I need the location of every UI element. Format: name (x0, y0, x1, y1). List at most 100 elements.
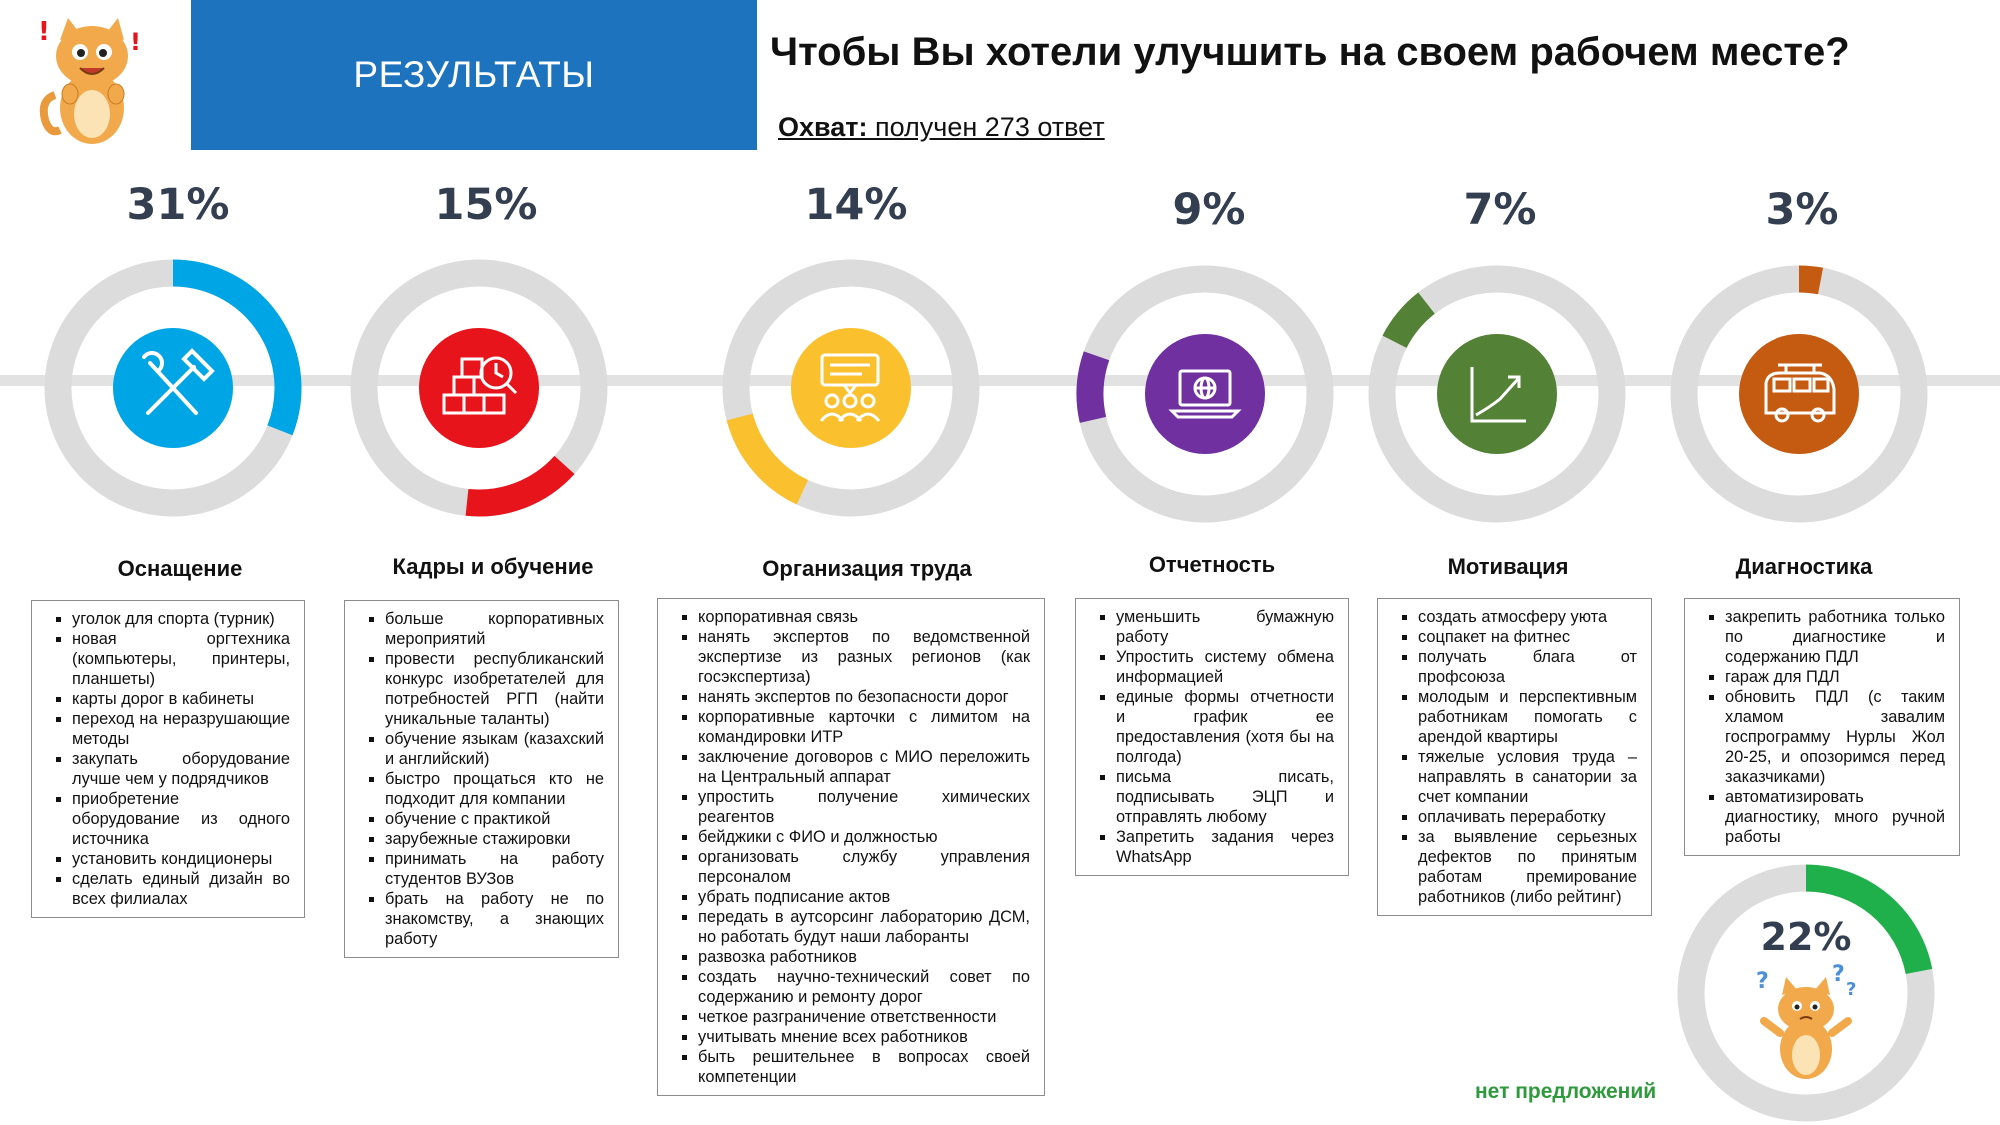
list-item: приобретение оборудование из одного исто… (72, 789, 290, 849)
suggestion-list: уменьшить бумажную работуУпростить систе… (1088, 607, 1334, 867)
list-item: автоматизировать диагностику, много ручн… (1725, 787, 1945, 847)
connector-line (0, 375, 2000, 386)
suggestion-list: создать атмосферу уютасоцпакет на фитнес… (1390, 607, 1637, 907)
list-item: развозка работников (698, 947, 1030, 967)
list-item: тяжелые условия труда – направлять в сан… (1418, 747, 1637, 807)
list-item: упростить получение химических реагентов (698, 787, 1030, 827)
category-title-organizatsiya: Организация труда (762, 556, 972, 581)
team-presentation-icon (819, 353, 881, 422)
list-item: обучение с практикой (385, 809, 604, 829)
list-item: больше корпоративных мероприятий (385, 609, 604, 649)
list-item: обновить ПДЛ (с таким хламом завалим гос… (1725, 687, 1945, 787)
category-title-osnashchenie: Оснащение (117, 556, 243, 581)
list-item: Упростить систему обмена информацией (1116, 647, 1334, 687)
ring-track (722, 259, 980, 517)
list-item: единые формы отчетности и график ее пред… (1116, 687, 1334, 767)
list-item: брать на работу не по знакомству, а знаю… (385, 889, 604, 949)
suggestion-list: корпоративная связьнанять экспертов по в… (670, 607, 1030, 1087)
coverage-text: получен 273 ответ (867, 112, 1105, 142)
list-item: провести республиканский конкурс изобрет… (385, 649, 604, 729)
svg-text:?: ? (1846, 979, 1856, 1000)
list-item: нанять экспертов по безопасности дорог (698, 687, 1030, 707)
hammer-wrench-icon (142, 348, 215, 415)
list-item: корпоративные карточки с лимитом на кома… (698, 707, 1030, 747)
svg-text:!: ! (130, 28, 141, 56)
list-item: передать в аутсорсинг лабораторию ДСМ, н… (698, 907, 1030, 947)
ring-arc-kadry (465, 455, 575, 517)
list-item: принимать на работу студентов ВУЗов (385, 849, 604, 889)
ring-arc-osnashchenie (172, 259, 302, 436)
percent-diagnostika: 3% (1765, 185, 1839, 235)
donut-diagnostika (1670, 265, 1928, 523)
ring-arc-diagnostika (1798, 265, 1824, 295)
laptop-globe-icon (1168, 369, 1242, 419)
svg-text:?: ? (1756, 969, 1769, 994)
results-banner: РЕЗУЛЬТАТЫ (191, 0, 757, 150)
icon-circle-diagnostika (1739, 334, 1859, 454)
list-item: заключение договоров с МИО переложить на… (698, 747, 1030, 787)
list-box-motivatsiya: создать атмосферу уютасоцпакет на фитнес… (1377, 598, 1652, 916)
list-item: Запретить задания через WhatsApp (1116, 827, 1334, 867)
ring-arc-no-suggestions (1805, 864, 1933, 975)
list-item: закупать оборудование лучше чем у подряд… (72, 749, 290, 789)
svg-text:?: ? (1832, 962, 1845, 987)
donut-kadry (350, 259, 608, 517)
icon-circle-otchetnost (1145, 334, 1265, 454)
percent-organizatsiya: 14% (804, 180, 908, 230)
ring-arc-organizatsiya (726, 413, 809, 505)
icon-circle-motivatsiya (1437, 334, 1557, 454)
percent-no-suggestions: 22% (1760, 915, 1852, 959)
list-item: создать атмосферу уюта (1418, 607, 1637, 627)
percent-kadry: 15% (434, 180, 538, 230)
donut-osnashchenie (44, 259, 302, 517)
growth-chart-icon (1470, 367, 1526, 423)
percent-otchetnost: 9% (1172, 185, 1246, 235)
suggestion-list: закрепить работника только по диагностик… (1697, 607, 1945, 847)
list-box-diagnostika: закрепить работника только по диагностик… (1684, 598, 1960, 856)
list-item: соцпакет на фитнес (1418, 627, 1637, 647)
list-item: молодым и перспективным работникам помог… (1418, 687, 1637, 747)
list-item: бейджики с ФИО и должностью (698, 827, 1030, 847)
page-title: Чтобы Вы хотели улучшить на своем рабоче… (770, 30, 1850, 74)
list-item: нанять экспертов по ведомственной экспер… (698, 627, 1030, 687)
list-item: учитывать мнение всех работников (698, 1027, 1030, 1047)
donut-motivatsiya (1368, 265, 1626, 523)
list-item: новая оргтехника (компьютеры, принтеры, … (72, 629, 290, 689)
list-item: письма писать, подписывать ЭЦП и отправл… (1116, 767, 1334, 827)
list-item: организовать службу управления персонало… (698, 847, 1030, 887)
list-item: закрепить работника только по диагностик… (1725, 607, 1945, 667)
no-suggestions-label: нет предложений (1475, 1080, 1657, 1103)
list-item: уголок для спорта (турник) (72, 609, 290, 629)
icon-circle-organizatsiya (791, 328, 911, 448)
list-item: убрать подписание актов (698, 887, 1030, 907)
category-title-motivatsiya: Мотивация (1447, 554, 1569, 579)
list-item: быстро прощаться кто не подходит для ком… (385, 769, 604, 809)
donut-organizatsiya (722, 259, 980, 517)
list-item: обучение языкам (казахский и английский) (385, 729, 604, 769)
suggestion-list: уголок для спорта (турник)новая оргтехни… (44, 609, 290, 909)
list-box-osnashchenie: уголок для спорта (турник)новая оргтехни… (31, 600, 305, 918)
list-box-organizatsiya: корпоративная связьнанять экспертов по в… (657, 598, 1045, 1096)
list-item: сделать единый дизайн во всех филиалах (72, 869, 290, 909)
category-title-diagnostika: Диагностика (1735, 554, 1873, 579)
ring-track (1368, 265, 1626, 523)
list-box-otchetnost: уменьшить бумажную работуУпростить систе… (1075, 598, 1349, 876)
list-item: корпоративная связь (698, 607, 1030, 627)
list-item: четкое разграничение ответственности (698, 1007, 1030, 1027)
list-item: переход на неразрушающие методы (72, 709, 290, 749)
list-item: за выявление серьезных дефектов по приня… (1418, 827, 1637, 907)
donut-otchetnost (1076, 265, 1334, 523)
list-item: создать научно-технический совет по соде… (698, 967, 1030, 1007)
category-title-otchetnost: Отчетность (1148, 552, 1276, 577)
van-icon (1764, 363, 1836, 423)
list-item: получать блага от профсоюза (1418, 647, 1637, 687)
percent-osnashchenie: 31% (126, 180, 230, 230)
list-item: зарубежные стажировки (385, 829, 604, 849)
list-box-kadry: больше корпоративных мероприятийпровести… (344, 600, 619, 958)
percent-motivatsiya: 7% (1463, 185, 1537, 235)
list-item: карты дорог в кабинеты (72, 689, 290, 709)
coverage-label: Охват: (778, 112, 868, 142)
boxes-clock-icon (442, 356, 518, 415)
ring-arc-otchetnost (1076, 351, 1110, 423)
ring-arc-motivatsiya (1382, 292, 1436, 349)
